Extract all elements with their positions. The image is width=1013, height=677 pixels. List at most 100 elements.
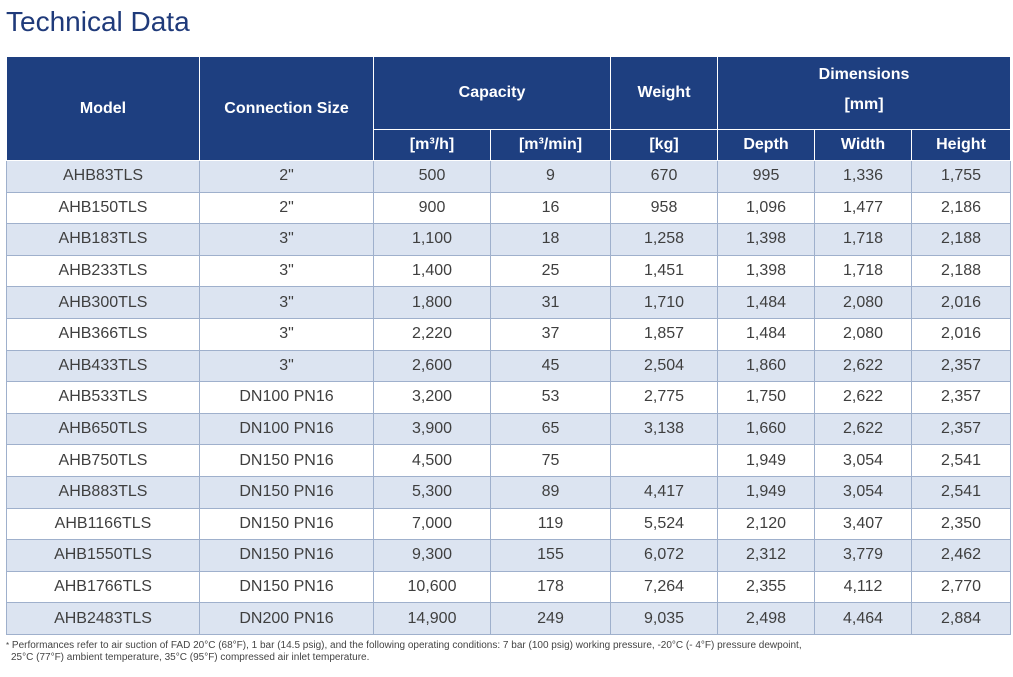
cell-connection: DN100 PN16 xyxy=(199,412,374,446)
cell-height: 2,462 xyxy=(911,539,1012,572)
footnote-line-1: Performances refer to air suction of FAD… xyxy=(11,640,802,651)
cell-depth: 2,120 xyxy=(717,507,816,541)
footnote-mark: * xyxy=(6,641,10,650)
cell-model: AHB150TLS xyxy=(6,191,200,225)
cell-height: 2,350 xyxy=(911,507,1012,541)
cell-width: 1,718 xyxy=(814,223,913,256)
cell-depth: 1,484 xyxy=(717,317,816,351)
cell-connection: 3" xyxy=(199,286,374,319)
cell-height: 2,357 xyxy=(911,412,1012,446)
cell-weight: 1,451 xyxy=(610,254,719,288)
cell-width: 2,622 xyxy=(814,349,913,383)
cell-width: 2,080 xyxy=(814,317,913,351)
cell-height: 1,755 xyxy=(911,160,1012,193)
cell-capacity-m3min: 119 xyxy=(489,507,612,541)
cell-width: 1,718 xyxy=(814,254,913,288)
cell-model: AHB2483TLS xyxy=(6,602,200,635)
cell-height: 2,016 xyxy=(911,286,1012,319)
cell-capacity-m3h: 1,400 xyxy=(373,254,491,288)
cell-capacity-m3h: 500 xyxy=(373,160,491,193)
cell-depth: 2,312 xyxy=(717,539,816,572)
cell-width: 4,464 xyxy=(814,602,913,635)
cell-capacity-m3h: 1,100 xyxy=(373,223,491,256)
cell-model: AHB750TLS xyxy=(6,444,200,477)
cell-depth: 1,860 xyxy=(717,349,816,383)
cell-model: AHB366TLS xyxy=(6,317,200,351)
header-depth: Depth xyxy=(717,129,816,161)
cell-capacity-m3min: 89 xyxy=(489,475,612,509)
cell-depth: 1,750 xyxy=(717,381,816,414)
cell-weight: 7,264 xyxy=(610,570,719,604)
cell-width: 4,112 xyxy=(814,570,913,604)
table-row: AHB233TLS 3" 1,400 25 1,451 1,398 1,718 … xyxy=(6,254,1012,288)
table-body: AHB83TLS 2" 500 9 670 995 1,336 1,755 AH… xyxy=(6,160,1012,635)
cell-weight: 1,258 xyxy=(610,223,719,256)
cell-weight: 4,417 xyxy=(610,475,719,509)
cell-capacity-m3h: 10,600 xyxy=(373,570,491,604)
table-row: AHB533TLS DN100 PN16 3,200 53 2,775 1,75… xyxy=(6,381,1012,414)
table-row: AHB2483TLS DN200 PN16 14,900 249 9,035 2… xyxy=(6,602,1012,635)
cell-height: 2,016 xyxy=(911,317,1012,351)
cell-depth: 2,355 xyxy=(717,570,816,604)
cell-capacity-m3min: 65 xyxy=(489,412,612,446)
cell-capacity-m3h: 3,900 xyxy=(373,412,491,446)
cell-height: 2,541 xyxy=(911,444,1012,477)
cell-weight: 670 xyxy=(610,160,719,193)
cell-height: 2,357 xyxy=(911,349,1012,383)
table-row: AHB433TLS 3" 2,600 45 2,504 1,860 2,622 … xyxy=(6,349,1012,383)
cell-capacity-m3min: 18 xyxy=(489,223,612,256)
header-model: Model xyxy=(6,56,200,161)
cell-depth: 1,096 xyxy=(717,191,816,225)
table-row: AHB1766TLS DN150 PN16 10,600 178 7,264 2… xyxy=(6,570,1012,604)
cell-weight: 2,504 xyxy=(610,349,719,383)
cell-model: AHB1166TLS xyxy=(6,507,200,541)
cell-weight: 1,857 xyxy=(610,317,719,351)
cell-model: AHB1766TLS xyxy=(6,570,200,604)
cell-weight: 2,775 xyxy=(610,381,719,414)
table-row: AHB83TLS 2" 500 9 670 995 1,336 1,755 xyxy=(6,160,1012,193)
cell-model: AHB533TLS xyxy=(6,381,200,414)
cell-capacity-m3h: 1,800 xyxy=(373,286,491,319)
cell-capacity-m3h: 2,600 xyxy=(373,349,491,383)
cell-capacity-m3h: 4,500 xyxy=(373,444,491,477)
cell-height: 2,541 xyxy=(911,475,1012,509)
cell-width: 2,622 xyxy=(814,381,913,414)
header-weight: Weight xyxy=(610,56,719,130)
table-row: AHB650TLS DN100 PN16 3,900 65 3,138 1,66… xyxy=(6,412,1012,446)
cell-connection: 3" xyxy=(199,254,374,288)
cell-depth: 1,398 xyxy=(717,223,816,256)
cell-depth: 1,484 xyxy=(717,286,816,319)
cell-capacity-m3min: 16 xyxy=(489,191,612,225)
cell-capacity-m3h: 7,000 xyxy=(373,507,491,541)
cell-capacity-m3h: 2,220 xyxy=(373,317,491,351)
cell-capacity-m3min: 249 xyxy=(489,602,612,635)
cell-depth: 1,398 xyxy=(717,254,816,288)
cell-width: 3,407 xyxy=(814,507,913,541)
cell-weight: 9,035 xyxy=(610,602,719,635)
cell-weight: 1,710 xyxy=(610,286,719,319)
cell-connection: DN150 PN16 xyxy=(199,507,374,541)
cell-depth: 995 xyxy=(717,160,816,193)
cell-connection: DN150 PN16 xyxy=(199,475,374,509)
cell-model: AHB233TLS xyxy=(6,254,200,288)
cell-connection: 3" xyxy=(199,317,374,351)
header-capacity: Capacity xyxy=(372,56,612,130)
cell-capacity-m3min: 9 xyxy=(489,160,612,193)
cell-width: 2,080 xyxy=(814,286,913,319)
cell-depth: 2,498 xyxy=(717,602,816,635)
cell-connection: DN150 PN16 xyxy=(199,570,374,604)
cell-weight: 3,138 xyxy=(610,412,719,446)
cell-depth: 1,660 xyxy=(717,412,816,446)
cell-model: AHB183TLS xyxy=(6,223,200,256)
cell-connection: 2" xyxy=(199,160,374,193)
table-row: AHB1166TLS DN150 PN16 7,000 119 5,524 2,… xyxy=(6,507,1012,541)
cell-capacity-m3h: 9,300 xyxy=(373,539,491,572)
cell-width: 3,054 xyxy=(814,444,913,477)
cell-capacity-m3h: 5,300 xyxy=(373,475,491,509)
table-row: AHB183TLS 3" 1,100 18 1,258 1,398 1,718 … xyxy=(6,223,1012,256)
cell-height: 2,770 xyxy=(911,570,1012,604)
cell-capacity-m3min: 37 xyxy=(489,317,612,351)
header-height: Height xyxy=(911,129,1012,161)
footnote: * Performances refer to air suction of F… xyxy=(6,640,1006,664)
cell-model: AHB1550TLS xyxy=(6,539,200,572)
